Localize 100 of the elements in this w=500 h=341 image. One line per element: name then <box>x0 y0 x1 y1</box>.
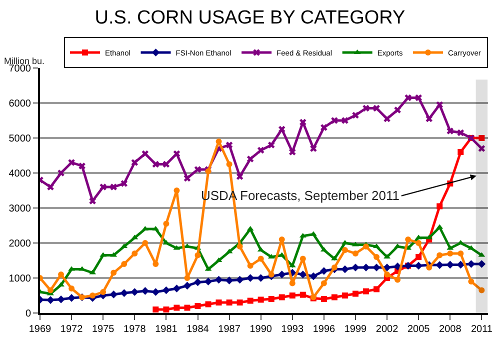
point <box>331 264 338 270</box>
point <box>310 272 318 280</box>
point <box>120 180 128 187</box>
point <box>205 301 212 308</box>
x-tick-label: 1975 <box>92 324 115 335</box>
point <box>247 262 254 269</box>
point <box>163 220 170 227</box>
point <box>110 290 118 298</box>
point <box>342 247 348 253</box>
point <box>162 286 170 294</box>
point <box>268 272 274 278</box>
point <box>142 150 149 158</box>
point <box>342 117 348 124</box>
point <box>236 244 243 250</box>
point <box>58 170 64 176</box>
x-tick-label: 1987 <box>218 324 241 335</box>
point <box>78 162 86 170</box>
point <box>194 303 201 309</box>
point <box>342 292 348 298</box>
x-tick-label: 1972 <box>60 324 84 335</box>
point <box>162 160 170 168</box>
point <box>426 264 432 270</box>
point <box>320 124 328 131</box>
point <box>48 287 54 294</box>
point <box>362 264 370 272</box>
point <box>436 101 444 108</box>
point <box>458 149 464 155</box>
point <box>174 188 180 194</box>
point <box>184 304 190 311</box>
point <box>204 278 212 286</box>
point <box>258 256 264 262</box>
point <box>184 174 191 182</box>
point <box>183 282 192 290</box>
y-tick-label: 2000 <box>8 238 32 250</box>
x-tick-label: 2002 <box>376 324 399 335</box>
point <box>331 294 338 300</box>
point <box>331 256 338 260</box>
point <box>416 240 422 246</box>
point <box>268 142 275 148</box>
point <box>446 128 454 134</box>
point <box>458 250 464 256</box>
point <box>174 304 180 311</box>
point <box>478 260 486 268</box>
point <box>384 272 390 278</box>
point <box>163 306 170 312</box>
point <box>331 117 338 124</box>
y-tick-label: 3000 <box>8 204 32 214</box>
point <box>289 292 296 298</box>
point <box>320 267 328 275</box>
y-axis-title: Million bu. <box>4 56 45 66</box>
x-tick-label: 1999 <box>344 324 368 335</box>
point <box>152 288 160 296</box>
point <box>214 276 223 284</box>
point <box>152 160 160 168</box>
x-tick-label: 1993 <box>281 324 304 335</box>
x-tick-label: 2005 <box>407 324 430 335</box>
x-tick-label: 1981 <box>155 324 178 335</box>
point <box>320 296 327 302</box>
point <box>300 256 306 262</box>
point <box>352 290 358 297</box>
x-tick-label: 1984 <box>186 324 210 335</box>
point <box>110 184 118 190</box>
point <box>278 236 285 242</box>
y-tick-label: 0 <box>25 308 32 320</box>
point <box>372 264 380 272</box>
point <box>394 106 401 114</box>
point <box>478 145 486 152</box>
point <box>426 115 433 122</box>
point <box>173 150 180 158</box>
point <box>110 270 117 276</box>
point <box>404 94 412 102</box>
point <box>436 252 443 258</box>
point <box>68 294 76 302</box>
point <box>300 118 306 126</box>
point <box>457 129 464 136</box>
point <box>132 250 138 256</box>
point <box>152 261 159 267</box>
x-tick-label: 1996 <box>312 324 336 335</box>
point <box>120 289 128 297</box>
x-tick-label: 1978 <box>124 324 146 335</box>
point <box>100 289 106 295</box>
point <box>90 292 96 298</box>
point <box>152 306 159 312</box>
point <box>226 300 232 306</box>
chart-title: U.S. CORN USAGE BY CATEGORY <box>94 8 406 29</box>
point <box>478 287 485 294</box>
point <box>68 159 75 166</box>
point <box>216 138 222 144</box>
y-tick-label: 7000 <box>8 64 32 74</box>
point <box>247 298 254 304</box>
point <box>68 286 75 292</box>
point <box>447 250 454 256</box>
point <box>226 161 232 168</box>
point <box>141 287 150 295</box>
point <box>468 278 474 284</box>
point <box>121 261 128 267</box>
point <box>100 184 106 190</box>
point <box>278 270 286 278</box>
point <box>288 148 296 156</box>
point <box>352 250 358 256</box>
